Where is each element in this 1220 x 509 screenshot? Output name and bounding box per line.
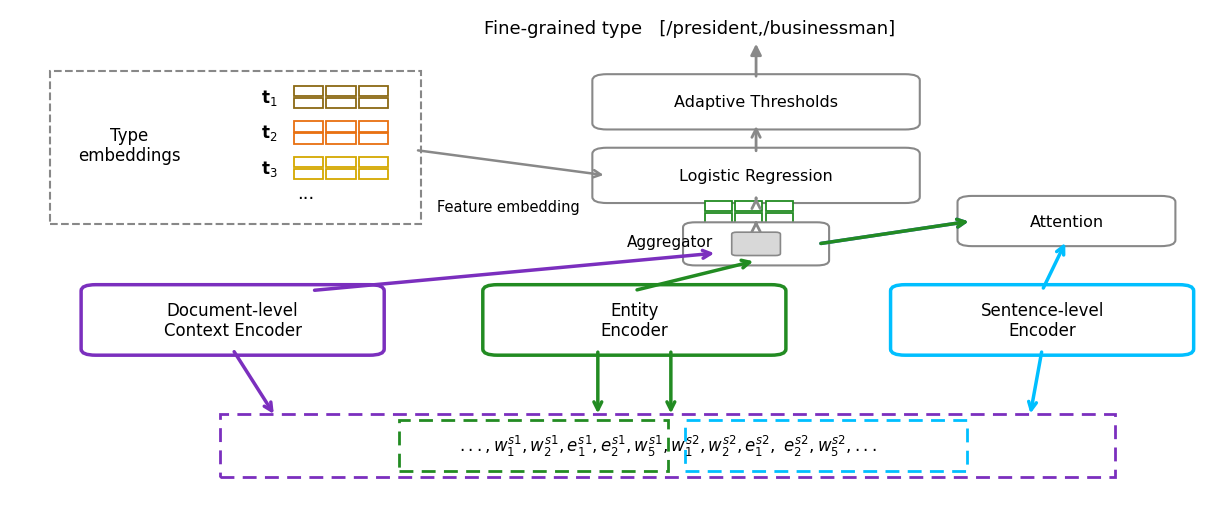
FancyBboxPatch shape: [593, 75, 920, 130]
FancyBboxPatch shape: [483, 285, 786, 355]
Bar: [705, 213, 732, 223]
Text: Logistic Regression: Logistic Regression: [680, 168, 833, 184]
Text: Attention: Attention: [1030, 214, 1104, 229]
Bar: [359, 122, 388, 132]
FancyBboxPatch shape: [891, 285, 1193, 355]
Bar: [327, 99, 355, 109]
Bar: [327, 122, 355, 132]
Bar: [294, 157, 323, 168]
Text: Document-level
Context Encoder: Document-level Context Encoder: [163, 301, 301, 340]
Bar: [736, 202, 762, 212]
Bar: [359, 169, 388, 180]
Text: $\mathbf{t}_{2}$: $\mathbf{t}_{2}$: [261, 123, 278, 143]
FancyBboxPatch shape: [81, 285, 384, 355]
Bar: [359, 157, 388, 168]
Text: Entity
Encoder: Entity Encoder: [600, 301, 669, 340]
Text: Feature embedding: Feature embedding: [437, 200, 580, 215]
Bar: [294, 99, 323, 109]
Text: Adaptive Thresholds: Adaptive Thresholds: [675, 95, 838, 110]
Bar: [294, 134, 323, 145]
Text: Fine-grained type   [/president,/businessman]: Fine-grained type [/president,/businessm…: [483, 20, 894, 38]
Bar: [327, 87, 355, 97]
Text: Type
embeddings: Type embeddings: [78, 126, 181, 165]
Text: $\mathbf{t}_{1}$: $\mathbf{t}_{1}$: [261, 88, 278, 107]
Bar: [327, 169, 355, 180]
Bar: [766, 202, 793, 212]
FancyBboxPatch shape: [958, 196, 1175, 247]
Bar: [294, 122, 323, 132]
Bar: [736, 213, 762, 223]
Text: ...: ...: [296, 185, 315, 203]
Bar: [705, 202, 732, 212]
Text: Sentence-level
Encoder: Sentence-level Encoder: [981, 301, 1104, 340]
FancyBboxPatch shape: [732, 233, 781, 256]
Text: Aggregator: Aggregator: [627, 234, 714, 249]
Bar: [359, 87, 388, 97]
FancyBboxPatch shape: [50, 72, 421, 224]
Bar: [359, 99, 388, 109]
Bar: [359, 134, 388, 145]
Bar: [327, 157, 355, 168]
FancyBboxPatch shape: [221, 414, 1115, 477]
Bar: [294, 169, 323, 180]
FancyBboxPatch shape: [593, 149, 920, 204]
FancyBboxPatch shape: [683, 223, 830, 266]
Bar: [327, 134, 355, 145]
Bar: [766, 213, 793, 223]
Text: $...,w_1^{s1},w_2^{s1},e_1^{s1},e_2^{s1},w_5^{s1},w_1^{s2},w_2^{s2},e_1^{s2},\ e: $...,w_1^{s1},w_2^{s1},e_1^{s1},e_2^{s1}…: [459, 433, 877, 458]
Bar: [294, 87, 323, 97]
Text: $\mathbf{t}_{3}$: $\mathbf{t}_{3}$: [261, 158, 278, 179]
